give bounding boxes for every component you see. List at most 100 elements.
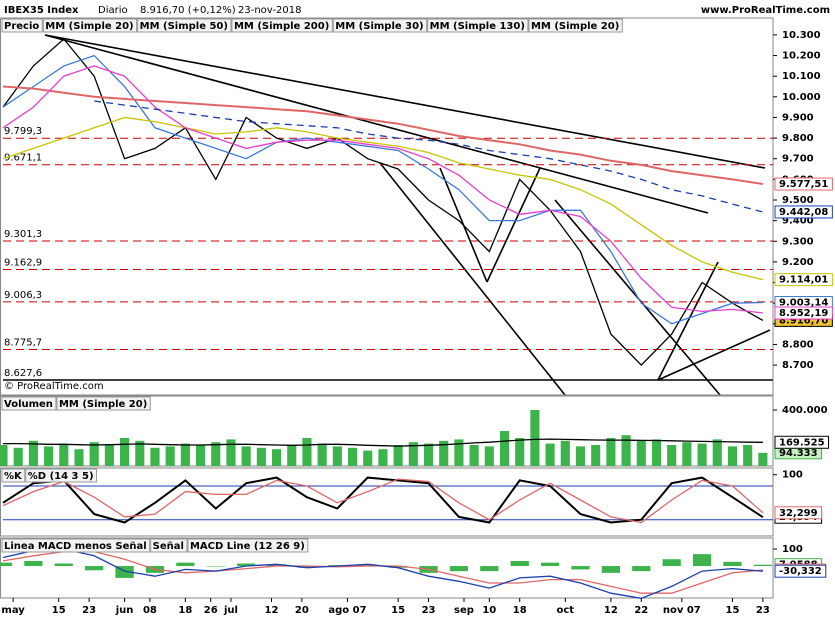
- bar: [423, 443, 434, 466]
- series-line: [2, 478, 764, 524]
- bar: [135, 440, 145, 466]
- bar: [74, 449, 84, 466]
- bar: [85, 566, 104, 571]
- last-value-box: [774, 564, 827, 578]
- bar: [378, 449, 388, 466]
- bar: [206, 566, 225, 567]
- legend-box: [231, 18, 333, 33]
- last-value-label: 8.952,19: [779, 308, 828, 319]
- x-tick-label: sep: [454, 605, 474, 616]
- bar: [0, 562, 13, 567]
- legend-label: %K: [4, 471, 23, 482]
- legend-item: MM (Simple 130): [427, 18, 529, 33]
- bar: [510, 560, 529, 567]
- legend-box: [187, 538, 309, 553]
- legend-box: [1, 538, 151, 553]
- last-value-box: [774, 306, 833, 320]
- x-tick-label: 26: [204, 605, 218, 616]
- legend-box: [528, 18, 623, 33]
- series-line: [3, 438, 763, 447]
- last-value-tag: 32,299: [774, 506, 823, 520]
- series-line: [94, 100, 764, 213]
- bar: [287, 445, 297, 466]
- x-tick-label: 23: [756, 605, 770, 616]
- legend-box: [150, 538, 188, 553]
- last-value-tag: 9.577,51: [774, 177, 833, 191]
- bar: [44, 446, 54, 466]
- copyright: © ProRealTime.com: [4, 381, 104, 392]
- y-tick-label: 9.700: [782, 154, 814, 165]
- level-label: 9.006,3: [4, 290, 42, 301]
- date: 23-nov-2018: [238, 5, 302, 16]
- bar: [601, 566, 621, 573]
- x-tick-label: 15: [391, 605, 405, 616]
- last-value-box: [774, 273, 833, 287]
- bar: [237, 563, 256, 567]
- legend-label: Precio: [4, 21, 39, 32]
- level-label: 9.671,1: [4, 153, 42, 164]
- bar: [682, 442, 692, 466]
- bar: [499, 431, 510, 466]
- legend-item: MACD Line (12 26 9): [187, 538, 309, 553]
- last-value-tag: 9.442,08: [774, 205, 833, 219]
- last-value-tag: 169.525: [774, 435, 830, 449]
- legend-label: Señal: [153, 541, 184, 552]
- bar: [758, 452, 768, 466]
- bar: [196, 445, 206, 466]
- level-label: 9.162,9: [4, 258, 42, 269]
- last-value-tag: 8.952,19: [774, 306, 833, 320]
- series-line: [2, 85, 764, 185]
- bar: [13, 447, 23, 466]
- legend-item: MM (Simple 50): [137, 18, 232, 33]
- bar: [449, 566, 469, 572]
- series-line: [2, 476, 764, 524]
- bar: [469, 445, 479, 466]
- level-label: 8.627,6: [4, 368, 42, 379]
- bar: [454, 439, 464, 466]
- bar: [271, 449, 282, 466]
- level-label: 9.301,3: [4, 229, 42, 240]
- bar: [302, 438, 312, 466]
- bar: [176, 562, 195, 567]
- bar: [317, 443, 327, 466]
- last-value-tag: -30,332: [774, 564, 827, 578]
- legend-label: MM (Simple 20): [45, 21, 133, 32]
- legend-label: MM (Simple 130): [430, 21, 525, 32]
- bar: [59, 443, 69, 466]
- bar: [575, 446, 586, 466]
- x-tick-label: jun: [115, 605, 134, 616]
- bar: [389, 566, 408, 568]
- y-tick-label: 10.000: [782, 92, 821, 103]
- legend-label: Linea MACD menos Señal: [4, 541, 147, 552]
- legend-item: Volumen: [1, 396, 57, 411]
- legend-box: [137, 18, 232, 33]
- x-tick-label: 18: [513, 605, 527, 616]
- last-value-label: 169.525: [779, 437, 825, 448]
- last-value-box: [774, 205, 833, 219]
- x-tick-label: 18: [178, 605, 192, 616]
- legend-box: [1, 396, 57, 411]
- last-value-box: [774, 506, 823, 520]
- last-value-label: -30,332: [779, 566, 822, 577]
- bar: [571, 566, 590, 570]
- y-tick-label: 10.300: [782, 30, 821, 41]
- last-value-label: 8.916,70: [779, 315, 828, 326]
- bar: [393, 445, 403, 466]
- bar: [358, 564, 377, 567]
- bar: [753, 564, 772, 567]
- bar: [723, 561, 742, 567]
- bar: [28, 440, 38, 466]
- legend-item: %K: [1, 468, 26, 483]
- legend-box: [427, 18, 529, 33]
- bar: [743, 445, 753, 466]
- y-tick-label: 100: [782, 544, 803, 555]
- site: www.ProRealTime.com: [701, 5, 830, 16]
- bar: [267, 564, 286, 567]
- series-line: [2, 548, 763, 599]
- legend-label: MM (Simple 20): [531, 21, 619, 32]
- legend-item: MM (Simple 20): [42, 18, 138, 33]
- legend-label: MM (Simple 200): [234, 21, 329, 32]
- last-value-label: 9.442,08: [779, 207, 828, 218]
- legend-label: MM (Simple 30): [335, 21, 423, 32]
